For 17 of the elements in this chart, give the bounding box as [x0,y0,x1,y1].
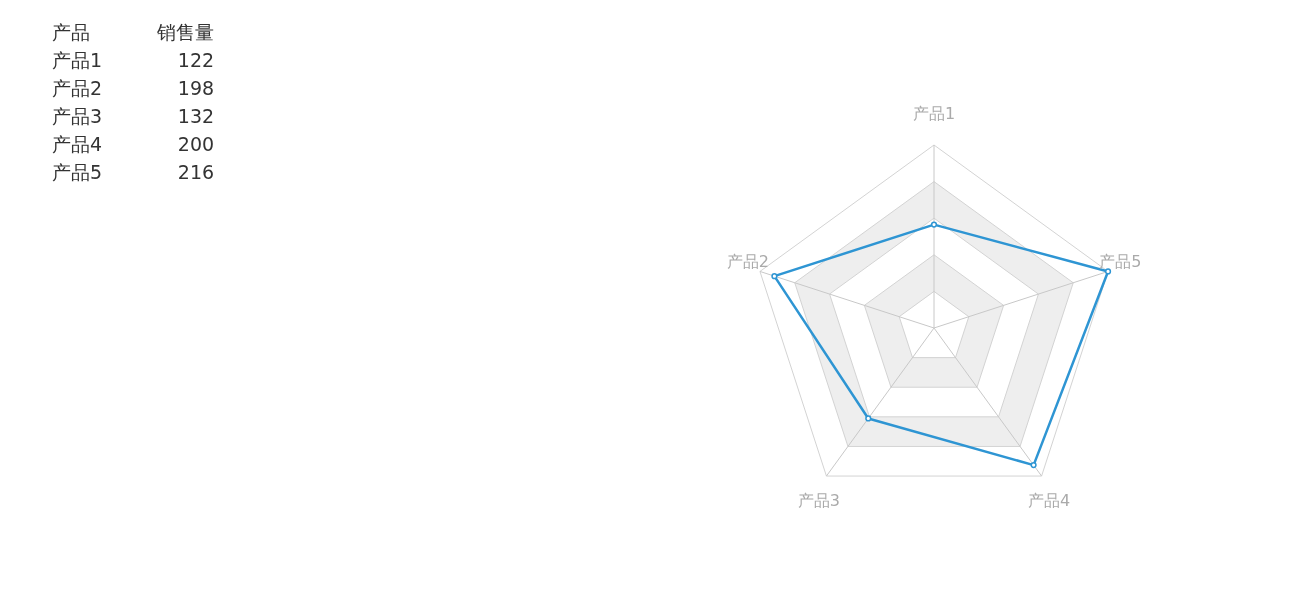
category-label: 产品1 [52,48,103,73]
category-label: 产品3 [52,104,103,129]
category-label: 产品4 [52,132,103,157]
data-label: 122 [176,48,215,73]
data-label: 216 [176,160,215,185]
spoke-label: 产品4 [1028,491,1071,511]
data-label: 198 [176,76,215,101]
spoke-label: 产品2 [726,251,769,271]
spoke-label: 产品1 [912,103,956,123]
spoke-label: 产品3 [797,491,840,511]
spoke-label: 产品5 [1099,251,1142,271]
data-label: 132 [176,104,215,129]
data-label: 200 [176,132,215,157]
text: 产品 [52,20,91,45]
category-label: 产品2 [52,76,103,101]
text: 销售量 [156,20,215,45]
category-label: 产品5 [52,160,103,185]
